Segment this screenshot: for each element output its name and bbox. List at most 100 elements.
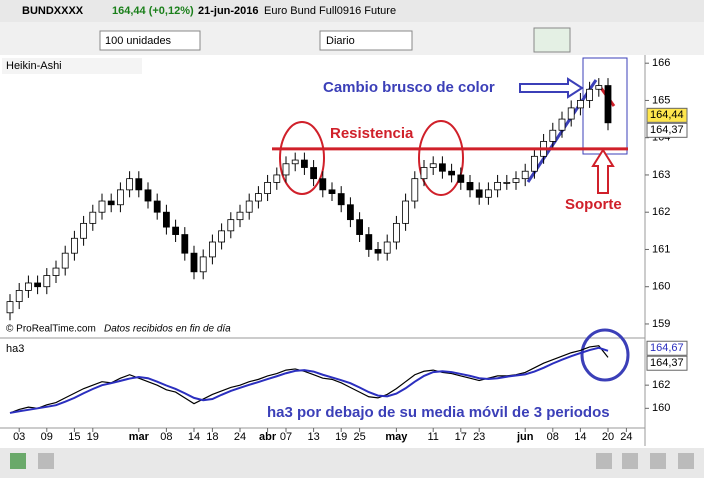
highlight-ellipse: [580, 328, 630, 382]
candle-body: [466, 182, 474, 191]
annotation: Resistencia: [330, 125, 414, 142]
candle-body: [337, 193, 345, 206]
candle-body: [310, 167, 318, 180]
price-box-label: 164,44: [650, 109, 684, 121]
y-tick-label: 165: [652, 94, 670, 106]
candle-body: [595, 85, 603, 90]
candle-body: [6, 301, 14, 314]
tool-icon[interactable]: [38, 453, 54, 469]
candle-body: [420, 167, 428, 180]
quantity-select[interactable]: [99, 30, 201, 51]
candle-body: [346, 204, 354, 221]
title-bar: [0, 0, 704, 22]
x-tick-label: 07: [280, 431, 292, 443]
y-tick-label: 160: [652, 281, 670, 293]
candle-body: [512, 178, 520, 183]
candle-body: [218, 230, 226, 243]
candle-body: [71, 237, 78, 254]
candle-body: [586, 88, 593, 101]
tool-button[interactable]: [533, 27, 571, 53]
candle-body: [61, 252, 69, 269]
highlight-ellipse: [279, 121, 325, 195]
candle-body: [117, 189, 124, 206]
highlight-ellipse: [418, 120, 464, 196]
price-box: [646, 122, 688, 138]
tool-icon[interactable]: [596, 453, 612, 469]
x-tick-label: jun: [516, 431, 534, 443]
x-tick-label: may: [385, 431, 408, 443]
candle-body: [356, 219, 364, 235]
candle-body: [162, 211, 170, 228]
zoom-icon[interactable]: [678, 453, 694, 469]
candle-body: [24, 282, 32, 291]
candle-body: [245, 200, 253, 213]
candle-body: [190, 252, 198, 273]
period: Diario: [326, 35, 355, 47]
candle-body: [319, 178, 327, 191]
support-arrow: [591, 148, 615, 194]
annotation: ha3 por debajo de su media móvil de 3 pe…: [267, 404, 610, 421]
quantity: 100 unidades: [105, 35, 172, 47]
indicator-line: [9, 345, 609, 414]
candle-body: [89, 211, 97, 224]
x-tick-label: 24: [620, 431, 632, 443]
x-tick-label: 09: [41, 431, 53, 443]
candle-body: [494, 182, 502, 191]
candle-body: [383, 241, 391, 254]
candle-body: [558, 118, 566, 131]
candle-body: [52, 267, 60, 276]
price-box-label: 164,67: [650, 342, 684, 354]
candle-body: [80, 222, 87, 239]
x-tick-label: 24: [234, 431, 246, 443]
candle-body: [291, 159, 299, 165]
period-select[interactable]: [319, 30, 413, 51]
instrument[interactable]: BUNDXXXX: [22, 5, 84, 17]
candle-body: [199, 256, 207, 273]
candle-body: [208, 241, 216, 258]
candle-body: [153, 200, 161, 213]
candle-body: [328, 189, 336, 194]
x-tick-label: 18: [206, 431, 218, 443]
y-tick-label: 163: [652, 169, 670, 181]
tool-icon[interactable]: [10, 453, 26, 469]
x-tick-label: abr: [259, 431, 277, 443]
candle-body: [503, 182, 511, 184]
price-box: [646, 340, 688, 356]
x-tick-label: 13: [307, 431, 319, 443]
candle-body: [521, 170, 529, 180]
x-tick-label: 14: [574, 431, 586, 443]
candle-body: [172, 226, 180, 235]
credit-note: Datos recibidos en fin de día: [104, 324, 231, 335]
contract: Euro Bund Full0916 Future: [264, 5, 396, 17]
price-box-label: 164,37: [650, 357, 684, 369]
x-tick-label: 25: [353, 431, 365, 443]
zoom-icon[interactable]: [650, 453, 666, 469]
x-tick-label: 14: [188, 431, 200, 443]
candle-body: [98, 200, 106, 213]
annotation: Cambio brusco de color: [323, 79, 495, 96]
indicator-line: [9, 346, 609, 414]
x-tick-label: 03: [13, 431, 25, 443]
candle-body: [531, 155, 538, 172]
candle-body: [15, 290, 23, 303]
candle-body: [457, 174, 465, 183]
date: 21-jun-2016: [198, 5, 259, 17]
candle-body: [282, 163, 290, 176]
x-tick-label: 19: [335, 431, 347, 443]
candle-body: [135, 178, 143, 191]
x-tick-label: 19: [87, 431, 99, 443]
candle-body: [549, 129, 557, 142]
candle-body: [604, 85, 612, 124]
x-tick-label: 20: [602, 431, 614, 443]
price-box: [646, 107, 688, 123]
x-tick-label: 15: [68, 431, 80, 443]
candle-body: [273, 174, 281, 183]
x-tick-label: 23: [473, 431, 485, 443]
y-tick-label: 162: [652, 206, 670, 218]
annotation: Soporte: [565, 196, 622, 213]
y-tick-label: 159: [652, 318, 670, 330]
x-tick-label: 11: [427, 431, 438, 443]
zoom-icon[interactable]: [622, 453, 638, 469]
arrow: [519, 77, 584, 99]
